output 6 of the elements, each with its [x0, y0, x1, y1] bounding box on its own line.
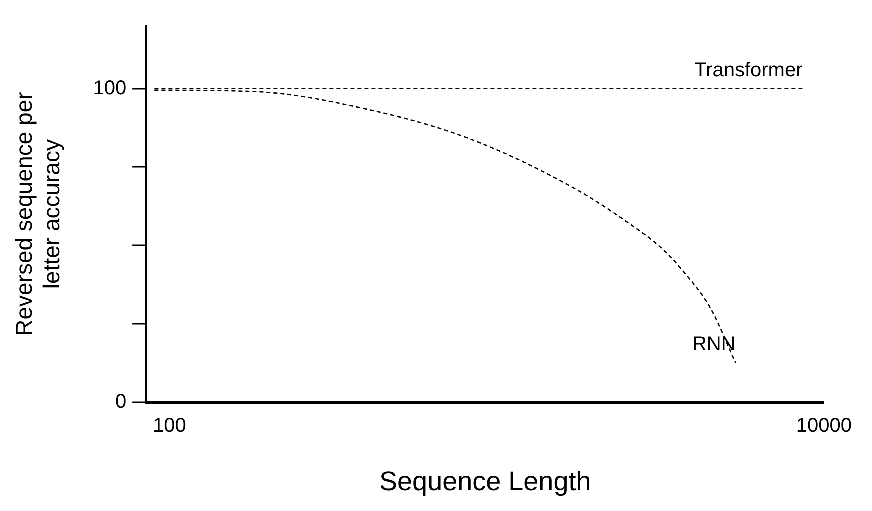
x-tick-label: 10000	[796, 415, 852, 438]
y-axis-title: Reversed sequence per letter accuracy	[11, 92, 65, 336]
series-label: RNN	[692, 334, 736, 356]
series-label: Transformer	[694, 59, 804, 82]
y-tick-label: 0	[115, 391, 127, 414]
x-axis-title: Sequence Length	[380, 466, 592, 496]
